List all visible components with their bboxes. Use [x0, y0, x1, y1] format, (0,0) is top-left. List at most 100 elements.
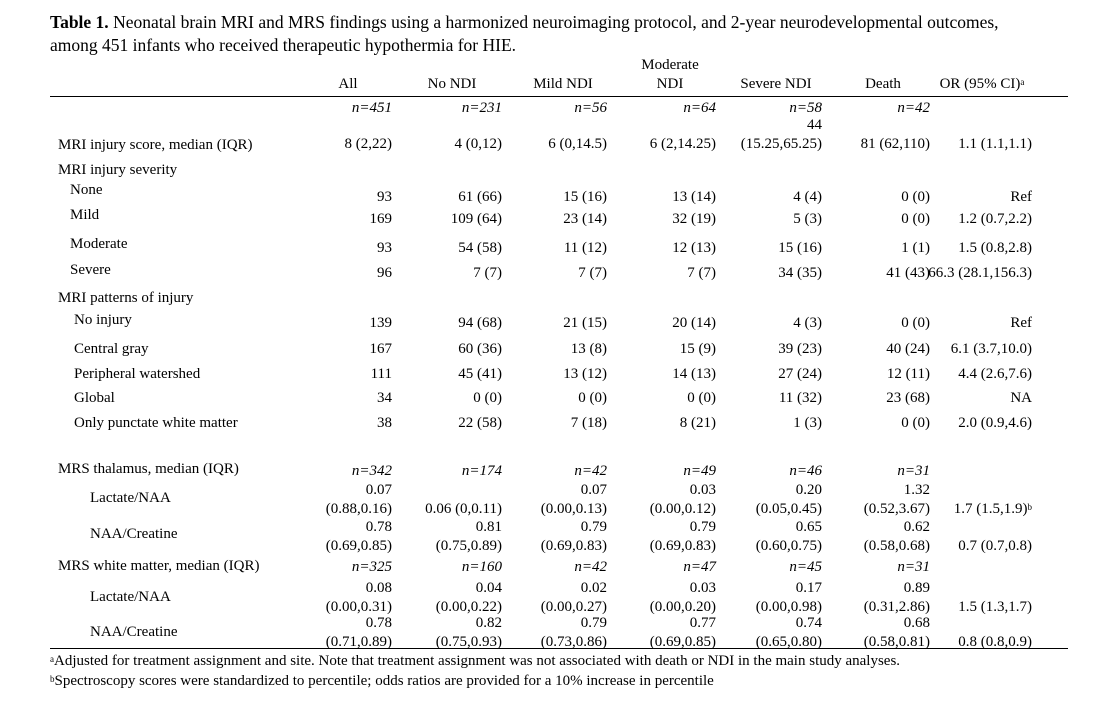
cell-text: 0.82 (0.75,0.93)	[435, 615, 502, 650]
cell-text: 0.81 (0.75,0.89)	[435, 519, 502, 554]
cell-text: n=342	[351, 463, 392, 479]
row-label: Severe	[70, 262, 111, 278]
footnote-mark: a	[50, 654, 54, 664]
cell: 8 (21)	[680, 414, 716, 433]
cell: 1.2 (0.7,2.2)	[958, 210, 1032, 229]
cell: Ref	[1010, 188, 1032, 207]
cell: n=31	[897, 558, 930, 577]
cell: 13 (8)	[571, 340, 607, 359]
cell-text: 0 (0)	[687, 390, 716, 406]
cell-text: 4.4 (2.6,7.6)	[958, 366, 1032, 382]
cell: 0.08 (0.00,0.31)	[326, 579, 392, 616]
column-header-text: No NDI	[427, 75, 477, 92]
cell: 13 (14)	[672, 188, 716, 207]
cell-text: 15 (16)	[563, 189, 607, 205]
cell: Ref	[1010, 314, 1032, 333]
cell: n=342	[352, 462, 392, 481]
cell-text: 34 (35)	[778, 265, 822, 281]
cell: 0.03 (0.00,0.20)	[650, 579, 716, 616]
cell-text: 0 (0)	[901, 189, 930, 205]
cell-text: 0.68 (0.58,0.81)	[863, 615, 930, 650]
cell: 0.06 (0,0.11)	[425, 500, 502, 519]
cell: 23 (14)	[563, 210, 607, 229]
column-header: No NDI	[407, 75, 497, 94]
footnote-mark: a	[1020, 76, 1025, 87]
cell-text: 0.03 (0.00,0.12)	[649, 482, 716, 517]
row-label: MRI patterns of injury	[58, 290, 194, 306]
cell: 12 (11)	[887, 365, 930, 384]
cell: 1.5 (1.3,1.7)	[958, 598, 1032, 617]
cell: 0.81 (0.75,0.89)	[436, 518, 502, 555]
footnote: bSpectroscopy scores were standardized t…	[50, 672, 714, 691]
cell-text: 4 (0,12)	[454, 135, 503, 152]
cell-text: 8 (2,22)	[344, 135, 393, 152]
cell-text: 1.5 (1.3,1.7)	[958, 598, 1032, 615]
cell: 61 (66)	[458, 188, 502, 207]
cell: 20 (14)	[672, 314, 716, 333]
cell: 27 (24)	[778, 365, 822, 384]
column-header: Death	[838, 75, 928, 94]
cell-text: 0.89 (0.31,2.86)	[863, 580, 930, 615]
cell-text: 81 (62,110)	[860, 135, 930, 152]
cell-text: 13 (14)	[672, 189, 716, 205]
cell: 0 (0)	[901, 210, 930, 229]
cell-text: 0.07 (0.88,0.16)	[325, 482, 392, 517]
cell: 15 (16)	[778, 239, 822, 258]
cell-text: 0 (0)	[901, 315, 930, 331]
cell: 96	[377, 264, 392, 283]
row-label: None	[70, 182, 103, 198]
cell-text: 21 (15)	[563, 315, 607, 331]
cell-text: 12 (11)	[886, 366, 930, 382]
cell-text: n=325	[351, 559, 392, 575]
cell: 32 (19)	[672, 210, 716, 229]
cell: 0.62 (0.58,0.68)	[864, 518, 930, 555]
cell: 0 (0)	[687, 389, 716, 408]
cell: 4 (0,12)	[455, 135, 503, 154]
cell-text: 20 (14)	[672, 315, 716, 331]
cell-text: 0 (0)	[901, 211, 930, 227]
cell: n=325	[352, 558, 392, 577]
cell-text: 5 (3)	[793, 211, 822, 227]
cell-text: 0.79 (0.73,0.86)	[540, 615, 607, 650]
cell: 0.07 (0.00,0.13)	[541, 481, 607, 518]
sample-size: n=56	[574, 100, 607, 116]
cell: 139	[370, 314, 393, 333]
cell-text: 0.02 (0.00,0.27)	[540, 580, 607, 615]
cell-text: 0.7 (0.7,0.8)	[958, 537, 1032, 554]
cell: 0.04 (0.00,0.22)	[436, 579, 502, 616]
cell: n=42	[574, 558, 607, 577]
cell-text: 6 (2,14.25)	[649, 135, 716, 152]
cell-text: 0.8 (0.8,0.9)	[958, 633, 1032, 650]
footnote-mark: b	[50, 674, 55, 684]
cell: 0.82 (0.75,0.93)	[436, 614, 502, 651]
cell: 0.79 (0.73,0.86)	[541, 614, 607, 651]
cell-text: 8 (21)	[679, 415, 716, 431]
cell: 34 (35)	[778, 264, 822, 283]
cell-text: 61 (66)	[458, 189, 502, 205]
cell: 11 (12)	[564, 239, 607, 258]
cell-text: 7 (18)	[570, 415, 607, 431]
cell-text: 44 (15.25,65.25)	[740, 117, 822, 152]
cell: 1 (3)	[793, 414, 822, 433]
cell: 1.1 (1.1,1.1)	[958, 135, 1032, 154]
cell-text: 1.5 (0.8,2.8)	[958, 240, 1032, 256]
cell-text: 15 (16)	[778, 240, 822, 256]
cell-text: 0.06 (0,0.11)	[425, 500, 502, 517]
cell-text: 111	[370, 366, 392, 382]
cell-text: 0 (0)	[473, 390, 502, 406]
cell-text: 0.78 (0.69,0.85)	[325, 519, 392, 554]
cell: 22 (58)	[458, 414, 502, 433]
cell-text: 22 (58)	[458, 415, 502, 431]
cell: 15 (16)	[563, 188, 607, 207]
sample-size: n=64	[683, 100, 716, 116]
sample-size: n=42	[897, 100, 930, 116]
row-label: MRS thalamus, median (IQR)	[58, 461, 239, 477]
cell-text: 38	[377, 415, 392, 431]
cell: 12 (13)	[672, 239, 716, 258]
cell: 4 (3)	[793, 314, 822, 333]
column-header: OR (95% CI)a	[917, 75, 1047, 94]
cell: 109 (64)	[451, 210, 502, 229]
cell: 4 (4)	[793, 188, 822, 207]
cell: 7 (7)	[473, 264, 502, 283]
cell-text: 4 (3)	[793, 315, 822, 331]
